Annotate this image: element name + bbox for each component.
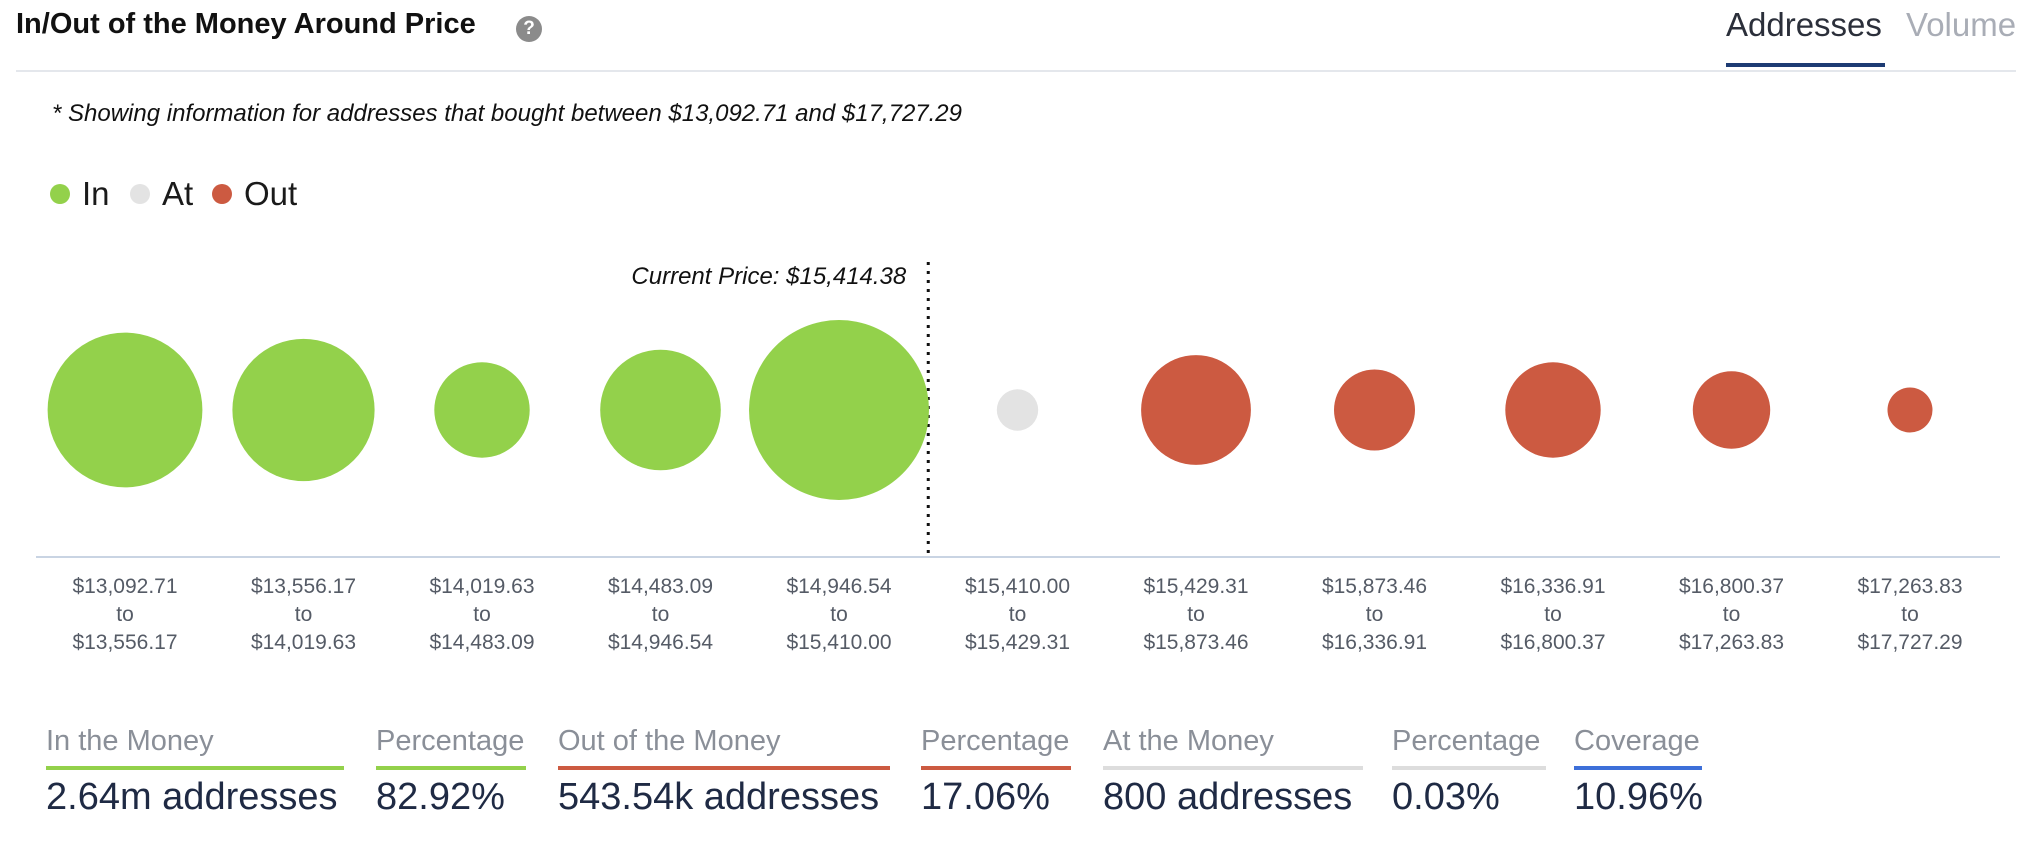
bubble-out <box>1887 387 1933 433</box>
current-price-label: Current Price: $15,414.38 <box>631 263 906 290</box>
stat-value: 17.06% <box>921 776 1050 818</box>
range-end-label: $17,727.29 <box>1857 631 1962 654</box>
range-from-label: $15,873.46 <box>1322 575 1427 598</box>
bubble-out <box>1692 371 1771 449</box>
range-from-label: $13,092.71 <box>72 575 177 598</box>
bubble-in <box>47 332 203 488</box>
range-to-label: to <box>1009 603 1027 626</box>
legend-dot-at <box>130 184 150 204</box>
stat-label: Percentage <box>921 725 1071 770</box>
legend-dot-in <box>50 184 70 204</box>
range-to-label: to <box>1366 603 1384 626</box>
range-to-label: to <box>473 603 491 626</box>
summary-stats: In the Money 2.64m addresses Percentage … <box>0 725 2030 835</box>
range-to-label: to <box>116 603 134 626</box>
range-end-label: $15,873.46 <box>1143 631 1248 654</box>
range-to-label: to <box>1544 603 1562 626</box>
stat-value: 82.92% <box>376 776 505 818</box>
range-to-label: to <box>1187 603 1205 626</box>
legend-label-in: In <box>82 175 110 212</box>
page-title: In/Out of the Money Around Price <box>16 8 476 40</box>
stat-label: Percentage <box>376 725 526 770</box>
range-to-label: to <box>652 603 670 626</box>
range-end-label: $15,410.00 <box>786 631 891 654</box>
range-end-label: $15,429.31 <box>965 631 1070 654</box>
range-from-label: $14,019.63 <box>429 575 534 598</box>
bubble-at <box>996 389 1039 431</box>
bubble-in <box>600 349 721 471</box>
range-to-label: to <box>830 603 848 626</box>
stat-value: 543.54k addresses <box>558 776 880 818</box>
range-to-label: to <box>1723 603 1741 626</box>
stat-value: 800 addresses <box>1103 776 1353 818</box>
stat-value: 10.96% <box>1574 776 1703 818</box>
range-from-label: $17,263.83 <box>1857 575 1962 598</box>
range-to-label: to <box>295 603 313 626</box>
range-to-label: to <box>1901 603 1919 626</box>
stat-label: At the Money <box>1103 725 1363 770</box>
bubble-in <box>434 362 530 458</box>
range-end-label: $14,483.09 <box>429 631 534 654</box>
range-note: * Showing information for addresses that… <box>52 100 962 127</box>
stat-value: 2.64m addresses <box>46 776 338 818</box>
bubble-out <box>1141 355 1251 465</box>
tab-volume[interactable]: Volume <box>1906 6 2017 43</box>
bubble-chart: Current Price: $15,414.38 $13,092.71 to $13… <box>36 262 2000 654</box>
help-icon[interactable]: ? <box>516 16 542 42</box>
range-from-label: $16,800.37 <box>1679 575 1784 598</box>
range-from-label: $15,429.31 <box>1143 575 1248 598</box>
range-end-label: $17,263.83 <box>1679 631 1784 654</box>
range-end-label: $16,336.91 <box>1322 631 1427 654</box>
stat-label: Out of the Money <box>558 725 890 770</box>
range-from-label: $14,483.09 <box>608 575 713 598</box>
range-end-label: $16,800.37 <box>1500 631 1605 654</box>
stat-label: Coverage <box>1574 725 1702 770</box>
bubble-out <box>1334 369 1415 451</box>
active-tab-indicator <box>1726 63 1885 67</box>
range-end-label: $13,556.17 <box>72 631 177 654</box>
range-from-label: $13,556.17 <box>251 575 356 598</box>
bubble-in <box>232 338 375 482</box>
legend-label-at: At <box>162 175 194 212</box>
range-end-label: $14,019.63 <box>251 631 356 654</box>
stat-value: 0.03% <box>1392 776 1500 818</box>
legend-label-out: Out <box>244 175 298 212</box>
bubble-in <box>749 320 929 500</box>
range-from-label: $16,336.91 <box>1500 575 1605 598</box>
range-from-label: $14,946.54 <box>786 575 891 598</box>
bubble-out <box>1505 362 1601 458</box>
range-from-label: $15,410.00 <box>965 575 1070 598</box>
tab-addresses[interactable]: Addresses <box>1726 6 1882 43</box>
stat-label: Percentage <box>1392 725 1546 770</box>
legend-dot-out <box>212 184 232 204</box>
stat-label: In the Money <box>46 725 344 770</box>
header: In/Out of the Money Around Price ? Addre… <box>16 0 2016 72</box>
range-end-label: $14,946.54 <box>608 631 713 654</box>
